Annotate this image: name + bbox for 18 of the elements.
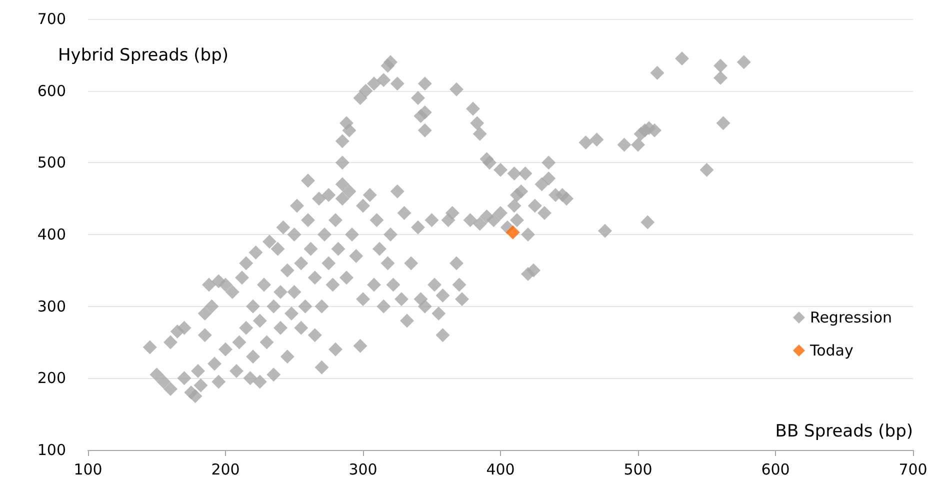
x-tick-label: 500: [624, 460, 652, 478]
y-tick-label: 300: [37, 297, 66, 316]
y-tick-label: 400: [37, 226, 66, 244]
x-tick-label: 700: [898, 460, 928, 478]
x-tick-label: 600: [761, 460, 790, 478]
y-tick-label: 700: [37, 10, 66, 28]
y-tick-label: 200: [37, 369, 66, 388]
y-tick-label: 100: [37, 441, 66, 459]
x-tick-label: 200: [211, 460, 240, 478]
legend-label: Today: [808, 342, 854, 360]
y-tick-label: 500: [37, 154, 66, 172]
legend-label: Regression: [810, 308, 892, 326]
x-tick-label: 400: [486, 460, 515, 478]
y-axis-title: Hybrid Spreads (bp): [58, 46, 229, 66]
x-tick-label: 300: [348, 460, 378, 478]
x-axis-title: BB Spreads (bp): [775, 422, 913, 442]
y-tick-label: 600: [37, 82, 66, 100]
x-tick-label: 100: [74, 460, 102, 478]
